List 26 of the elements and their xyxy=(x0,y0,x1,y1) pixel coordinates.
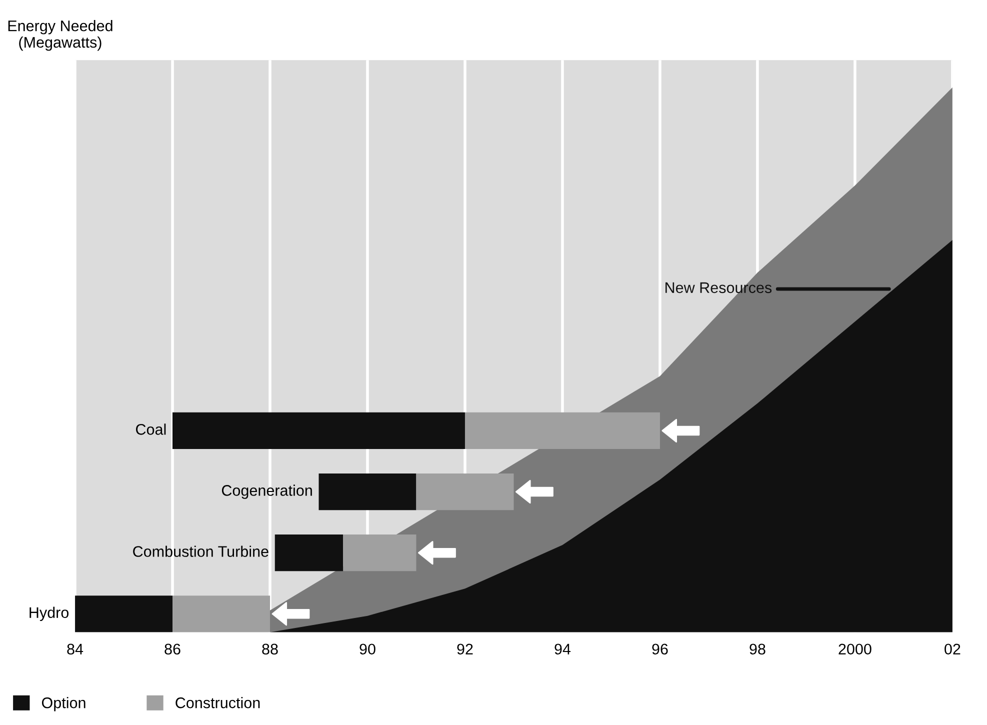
x-tick-label: 2000 xyxy=(838,644,872,655)
x-tick-label: 98 xyxy=(750,644,766,655)
y-axis-title: Energy Needed (Megawatts) xyxy=(8,20,112,51)
bar xyxy=(343,534,416,572)
x-tick-label: 84 xyxy=(67,644,84,655)
legend-label: Option xyxy=(42,697,86,712)
x-tick-label: 02 xyxy=(944,644,960,655)
annotation: New Resources xyxy=(666,282,772,294)
x-tick-label: 96 xyxy=(652,644,668,655)
bar xyxy=(75,596,173,632)
y-tick-label: Cogeneration xyxy=(222,484,312,499)
bar xyxy=(172,596,270,632)
x-tick-label: 92 xyxy=(457,644,473,655)
x-tick-label: 86 xyxy=(164,644,180,655)
x-tick-label: 90 xyxy=(360,644,376,655)
y-tick-label: Hydro xyxy=(30,606,69,622)
bar xyxy=(172,412,465,450)
x-tick-label: 88 xyxy=(262,644,278,655)
bar xyxy=(416,473,514,510)
y-tick-label: Coal xyxy=(136,424,166,435)
legend-label: Construction xyxy=(176,697,260,708)
bar xyxy=(464,412,660,450)
bar xyxy=(318,473,416,510)
bar xyxy=(274,534,344,572)
x-tick-label: 94 xyxy=(554,644,571,655)
y-tick-label: Combustion Turbine xyxy=(133,546,268,557)
